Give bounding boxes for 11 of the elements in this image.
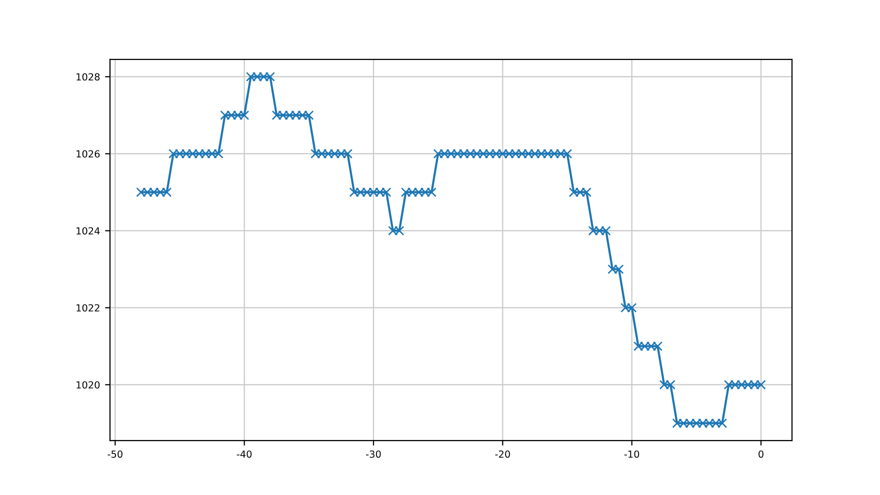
y-tick-label: 1024 [76,227,100,235]
x-tick-label: 0 [758,450,764,458]
x-tick-label: -50 [108,450,122,458]
x-tick-label: -10 [624,450,640,458]
y-tick-label: 1028 [76,73,100,81]
y-tick-label: 1022 [76,304,100,312]
x-tick-label: -30 [366,450,381,458]
x-tick-label: -40 [236,450,252,458]
x-tick-label: -20 [495,450,510,458]
y-tick-label: 1026 [76,150,100,158]
y-tick-label: 1020 [76,381,100,389]
